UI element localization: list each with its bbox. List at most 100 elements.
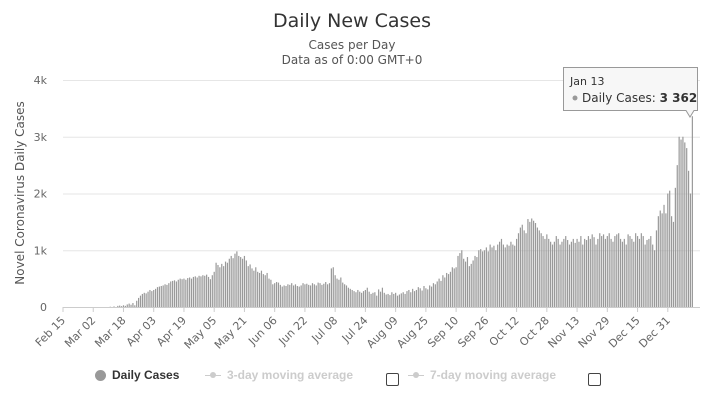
bar[interactable]: [430, 286, 433, 307]
bar[interactable]: [616, 234, 618, 307]
bar[interactable]: [536, 227, 538, 307]
bar[interactable]: [587, 236, 590, 307]
bar[interactable]: [376, 295, 378, 307]
bar[interactable]: [659, 210, 661, 307]
bar[interactable]: [368, 291, 370, 307]
bar[interactable]: [113, 306, 115, 307]
bar[interactable]: [207, 276, 210, 307]
bar[interactable]: [434, 284, 436, 307]
bar[interactable]: [557, 238, 559, 307]
bar[interactable]: [493, 245, 495, 307]
bar[interactable]: [311, 283, 314, 307]
bar[interactable]: [665, 213, 667, 307]
bar[interactable]: [612, 241, 614, 307]
bar[interactable]: [661, 213, 663, 307]
bar[interactable]: [572, 238, 574, 307]
bar[interactable]: [531, 218, 533, 307]
bar[interactable]: [523, 230, 525, 307]
bar[interactable]: [272, 284, 274, 307]
bar[interactable]: [606, 236, 608, 307]
bar[interactable]: [141, 293, 143, 307]
bar[interactable]: [181, 279, 183, 307]
bar[interactable]: [255, 267, 257, 307]
bar[interactable]: [132, 303, 134, 307]
bar[interactable]: [457, 255, 459, 307]
bar[interactable]: [408, 289, 410, 307]
bar[interactable]: [570, 241, 573, 307]
bar[interactable]: [200, 276, 202, 307]
bar[interactable]: [251, 268, 253, 307]
bar[interactable]: [429, 285, 431, 307]
bar[interactable]: [275, 282, 278, 307]
bar[interactable]: [546, 234, 548, 307]
bar[interactable]: [497, 244, 499, 307]
bar[interactable]: [440, 280, 442, 307]
bar[interactable]: [217, 265, 219, 307]
bar[interactable]: [584, 238, 586, 307]
bar[interactable]: [155, 288, 157, 307]
bar[interactable]: [342, 282, 344, 307]
bar[interactable]: [332, 267, 334, 307]
bar[interactable]: [601, 236, 603, 307]
bar[interactable]: [300, 285, 302, 307]
bar[interactable]: [633, 241, 635, 307]
bar[interactable]: [266, 272, 268, 307]
bar[interactable]: [413, 291, 416, 307]
bar[interactable]: [667, 193, 669, 308]
bar[interactable]: [347, 287, 349, 307]
bar[interactable]: [638, 238, 641, 307]
bar[interactable]: [185, 279, 187, 307]
bar[interactable]: [240, 257, 242, 307]
bar[interactable]: [432, 283, 435, 307]
bar[interactable]: [419, 288, 421, 307]
bar[interactable]: [491, 247, 493, 307]
bar[interactable]: [319, 283, 321, 307]
bar[interactable]: [568, 244, 571, 307]
bar[interactable]: [544, 238, 546, 307]
bar[interactable]: [219, 267, 221, 307]
bar[interactable]: [289, 284, 291, 307]
bar[interactable]: [378, 289, 380, 307]
bar[interactable]: [687, 170, 690, 307]
bar[interactable]: [540, 233, 542, 307]
bar[interactable]: [189, 277, 191, 307]
bar[interactable]: [550, 241, 552, 307]
bar[interactable]: [653, 250, 656, 307]
bar[interactable]: [517, 233, 520, 307]
bar[interactable]: [682, 136, 684, 307]
bar[interactable]: [534, 223, 537, 307]
bar[interactable]: [555, 236, 557, 307]
bar[interactable]: [130, 304, 132, 307]
bar[interactable]: [446, 272, 448, 307]
bar[interactable]: [353, 291, 355, 307]
bar[interactable]: [495, 250, 497, 307]
bar[interactable]: [657, 216, 659, 307]
bar[interactable]: [138, 297, 140, 307]
bar[interactable]: [313, 284, 315, 307]
bar[interactable]: [211, 275, 213, 307]
bar[interactable]: [315, 285, 317, 307]
bar[interactable]: [279, 284, 281, 307]
bar[interactable]: [187, 278, 189, 307]
bar[interactable]: [406, 291, 408, 307]
bar[interactable]: [381, 287, 384, 307]
bar[interactable]: [260, 270, 263, 307]
bar[interactable]: [213, 271, 215, 307]
bar[interactable]: [487, 251, 489, 307]
bar[interactable]: [285, 286, 287, 307]
bar[interactable]: [512, 244, 514, 307]
bar[interactable]: [170, 281, 172, 307]
bar[interactable]: [202, 275, 204, 307]
bar[interactable]: [158, 286, 160, 307]
bar[interactable]: [268, 278, 270, 307]
bar[interactable]: [529, 221, 531, 307]
bar[interactable]: [160, 286, 162, 307]
bar[interactable]: [614, 236, 616, 307]
bar[interactable]: [164, 284, 166, 307]
bar[interactable]: [372, 292, 374, 307]
bar[interactable]: [156, 287, 159, 307]
bar[interactable]: [650, 236, 652, 307]
bar[interactable]: [510, 241, 512, 307]
bar[interactable]: [423, 286, 425, 307]
3-day-average-checkbox[interactable]: [386, 373, 399, 386]
